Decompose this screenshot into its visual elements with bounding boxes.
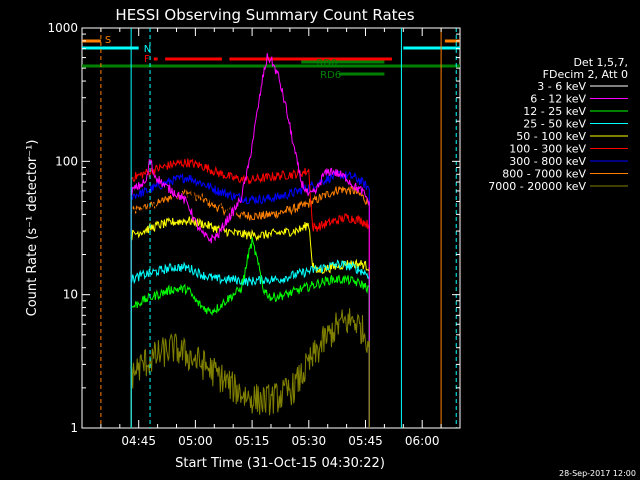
x-tick-label-4: 05:45 — [348, 434, 383, 448]
x-tick-label-1: 05:00 — [178, 434, 213, 448]
vertical-markers — [100, 28, 457, 428]
legend-entry-6: 300 - 800 keV — [509, 155, 586, 168]
y-axis-label: Count Rate (s⁻¹ detector⁻¹) — [25, 140, 40, 317]
y-tick-label-1: 10 — [63, 288, 78, 302]
y-tick-label-2: 100 — [55, 154, 78, 168]
x-tick-label-2: 05:15 — [235, 434, 270, 448]
state-bar-label-5: RD6 — [320, 70, 341, 81]
series-line-7 — [130, 185, 370, 221]
chart-title: HESSI Observing Summary Count Rates — [115, 6, 414, 24]
x-axis-ticks: 04:45 05:00 05:15 05:30 05:45 06:00 — [100, 28, 442, 448]
series-line-1 — [130, 53, 370, 244]
x-tick-label-3: 05:30 — [292, 434, 327, 448]
legend-entry-0: 3 - 6 keV — [537, 80, 586, 93]
legend-entry-8: 7000 - 20000 keV — [488, 180, 586, 193]
state-bar-label-4: RD0 — [316, 58, 337, 69]
state-bar-label-2: F — [144, 54, 150, 65]
footer-date: 28-Sep-2017 12:00 — [559, 469, 636, 478]
legend-entry-1: 6 - 12 keV — [530, 93, 586, 106]
series-line-4 — [130, 216, 370, 275]
state-bar-label-1: N — [144, 44, 151, 55]
series-line-2 — [130, 237, 370, 317]
legend-entry-3: 25 - 50 keV — [523, 118, 586, 131]
y-tick-label-3: 1000 — [47, 21, 78, 35]
series-line-5 — [130, 158, 370, 232]
legend-entry-4: 50 - 100 keV — [516, 130, 586, 143]
state-bar-label-0: S — [105, 35, 111, 46]
x-axis-label: Start Time (31-Oct-15 04:30:22) — [175, 456, 385, 471]
x-tick-label-5: 06:00 — [405, 434, 440, 448]
series-line-8 — [130, 308, 370, 416]
legend-entry-2: 12 - 25 keV — [523, 105, 586, 118]
legend-entry-7: 800 - 7000 keV — [502, 168, 586, 181]
y-axis-ticks: 1 10 100 1000 — [47, 21, 460, 435]
y-tick-label-0: 1 — [70, 421, 78, 435]
legend-header-1: FDecim 2, Att 0 — [543, 68, 628, 81]
series-line-6 — [130, 169, 370, 206]
legend-header-0: Det 1,5,7, — [573, 56, 628, 69]
x-tick-label-0: 04:45 — [121, 434, 156, 448]
legend-entry-5: 100 - 300 keV — [509, 143, 586, 156]
series-line-3 — [130, 259, 370, 287]
